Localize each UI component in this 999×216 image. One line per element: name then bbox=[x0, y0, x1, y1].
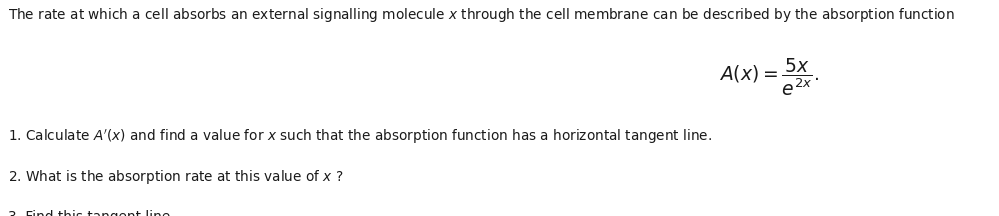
Text: 1. Calculate $A'(x)$ and find a value for $x$ such that the absorption function : 1. Calculate $A'(x)$ and find a value fo… bbox=[8, 127, 712, 146]
Text: 3. Find this tangent line.: 3. Find this tangent line. bbox=[8, 210, 175, 216]
Text: The rate at which a cell absorbs an external signalling molecule $x$ through the: The rate at which a cell absorbs an exte… bbox=[8, 6, 955, 24]
Text: 2. What is the absorption rate at this value of $x$ ?: 2. What is the absorption rate at this v… bbox=[8, 168, 344, 186]
Text: $A(x) = \dfrac{5x}{e^{2x}}.$: $A(x) = \dfrac{5x}{e^{2x}}.$ bbox=[719, 57, 819, 98]
